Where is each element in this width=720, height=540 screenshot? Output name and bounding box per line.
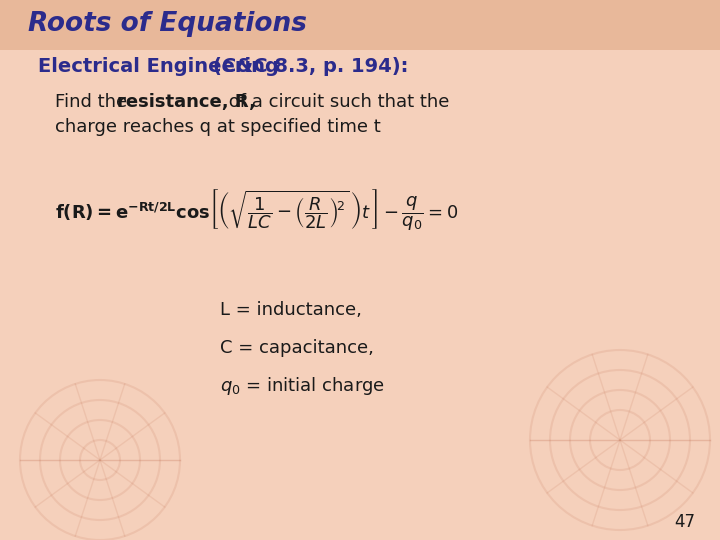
Text: $\mathbf{f(R) = e^{-Rt/2L}}\mathbf{cos}\left[\left(\sqrt{\dfrac{1}{LC}-\left(\df: $\mathbf{f(R) = e^{-Rt/2L}}\mathbf{cos}\… (55, 187, 458, 233)
Text: of a circuit such that the: of a circuit such that the (223, 93, 449, 111)
Bar (0, 0, 720, 50)
Text: 47: 47 (674, 513, 695, 531)
Text: charge reaches q at specified time t: charge reaches q at specified time t (55, 118, 381, 136)
Text: Electrical Engineering: Electrical Engineering (38, 57, 286, 77)
Text: L = inductance,: L = inductance, (220, 301, 362, 319)
Text: C = capacitance,: C = capacitance, (220, 339, 374, 357)
Text: resistance, R,: resistance, R, (117, 93, 256, 111)
Text: $q_0$ = initial charge: $q_0$ = initial charge (220, 375, 385, 397)
Text: (C&C 8.3, p. 194):: (C&C 8.3, p. 194): (213, 57, 408, 77)
Text: Find the: Find the (55, 93, 133, 111)
Text: Roots of Equations: Roots of Equations (28, 11, 307, 37)
